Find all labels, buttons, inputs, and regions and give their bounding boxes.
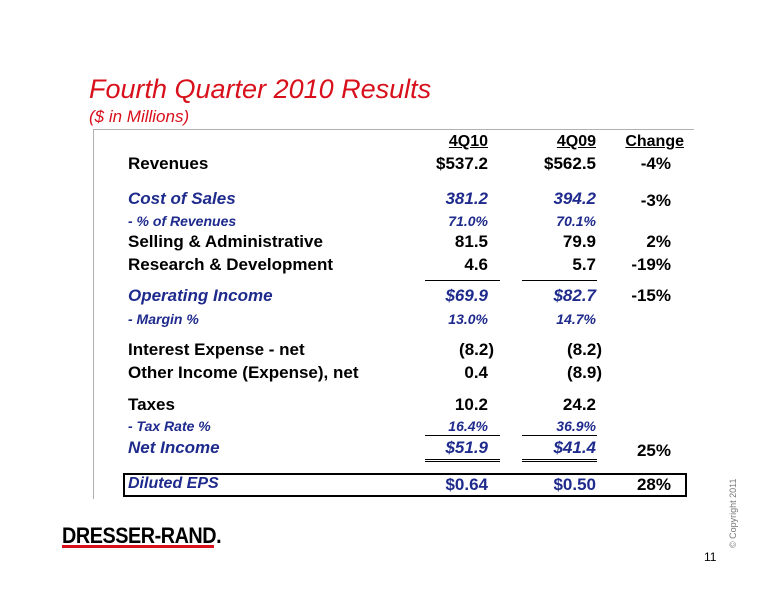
slide-title: Fourth Quarter 2010 Results [89,74,432,104]
value-4q09: 79.9 [562,232,596,251]
value-4q09: 24.2 [562,395,596,414]
row-pct-revenues: - % of Revenues 71.0% 70.1% [0,213,776,233]
diluted-eps-box [123,473,687,497]
row-label: Taxes [128,395,175,414]
value-4q10: (8.2) [459,340,494,359]
col-header-change: Change [625,133,684,150]
frame-top-border [93,129,694,130]
value-4q09: (8.2) [567,340,602,359]
copyright-notice: © Copyright 2011 [728,478,738,548]
value-4q09: $82.7 [553,286,596,305]
col-header-4q09: 4Q09 [556,133,596,150]
value-4q09: $562.5 [544,154,596,173]
row-taxes: Taxes 10.2 24.2 [0,395,776,415]
row-tax-rate: - Tax Rate % 16.4% 36.9% [0,418,776,438]
row-cost-of-sales: Cost of Sales 381.2 394.2 -3% [0,189,776,210]
subtotal-rule-4q09 [522,280,597,281]
value-change: -15% [631,286,671,305]
row-net-income: Net Income $51.9 $41.4 25% [0,438,776,460]
row-label: Other Income (Expense), net [128,363,359,382]
total-rule-4q09 [522,459,597,462]
subtotal-rule-4q10 [425,280,500,281]
row-label: - Tax Rate % [128,418,211,434]
value-4q10: 13.0% [448,311,488,327]
page-number: 11 [704,550,717,564]
value-4q10: 71.0% [448,213,488,229]
value-4q09: 5.7 [572,255,596,274]
value-4q10: 0.4 [464,363,488,382]
diluted-eps-4q10: $0.64 [445,475,488,494]
value-4q09: 70.1% [556,213,596,229]
row-label: Research & Development [128,255,334,274]
row-margin: - Margin % 13.0% 14.7% [0,311,776,331]
row-interest: Interest Expense - net (8.2) (8.2) [0,340,776,360]
subtotal-rule-4q09-b [522,435,597,436]
value-4q10: 16.4% [448,418,488,434]
value-4q10: $69.9 [445,286,488,305]
row-label: Cost of Sales [128,189,236,208]
value-4q09: 14.7% [556,311,596,327]
logo-underline [62,545,214,548]
value-change: -4% [640,154,671,173]
frame-left-border [93,129,94,499]
value-4q10: 10.2 [454,395,488,414]
value-change: -3% [640,191,671,210]
value-4q10: 81.5 [454,232,488,251]
row-label: - Margin % [128,311,199,327]
value-4q09: (8.9) [567,363,602,382]
row-label: Selling & Administrative [128,232,323,251]
row-revenues: Revenues $537.2 $562.5 -4% [0,154,776,174]
value-4q09: $41.4 [553,438,596,457]
row-label: - % of Revenues [128,213,237,229]
diluted-eps-change: 28% [636,475,671,494]
row-rnd: Research & Development 4.6 5.7 -19% [0,255,776,275]
row-label: Operating Income [128,286,273,305]
row-label: Net Income [128,438,220,457]
value-4q09: 36.9% [556,418,596,434]
row-label: Revenues [128,154,209,173]
row-label: Interest Expense - net [128,340,305,359]
col-header-4q10: 4Q10 [448,133,488,150]
value-4q10: 4.6 [464,255,488,274]
dresser-rand-logo: DRESSER-RAND. [62,523,222,548]
value-change: -19% [631,255,671,274]
value-4q10: $537.2 [436,154,488,173]
total-rule-4q10 [425,459,500,462]
value-change: 2% [646,232,671,251]
subtotal-rule-4q10-b [425,435,500,436]
value-4q09: 394.2 [553,189,596,208]
value-change: 25% [636,441,671,460]
row-selling-admin: Selling & Administrative 81.5 79.9 2% [0,232,776,252]
diluted-eps-4q09: $0.50 [553,475,596,494]
slide-subtitle: ($ in Millions) [89,107,190,126]
row-other-income: Other Income (Expense), net 0.4 (8.9) [0,363,776,383]
row-operating-income: Operating Income $69.9 $82.7 -15% [0,286,776,306]
value-4q10: 381.2 [445,189,488,208]
value-4q10: $51.9 [445,438,488,457]
diluted-eps-label: Diluted EPS [128,475,219,492]
